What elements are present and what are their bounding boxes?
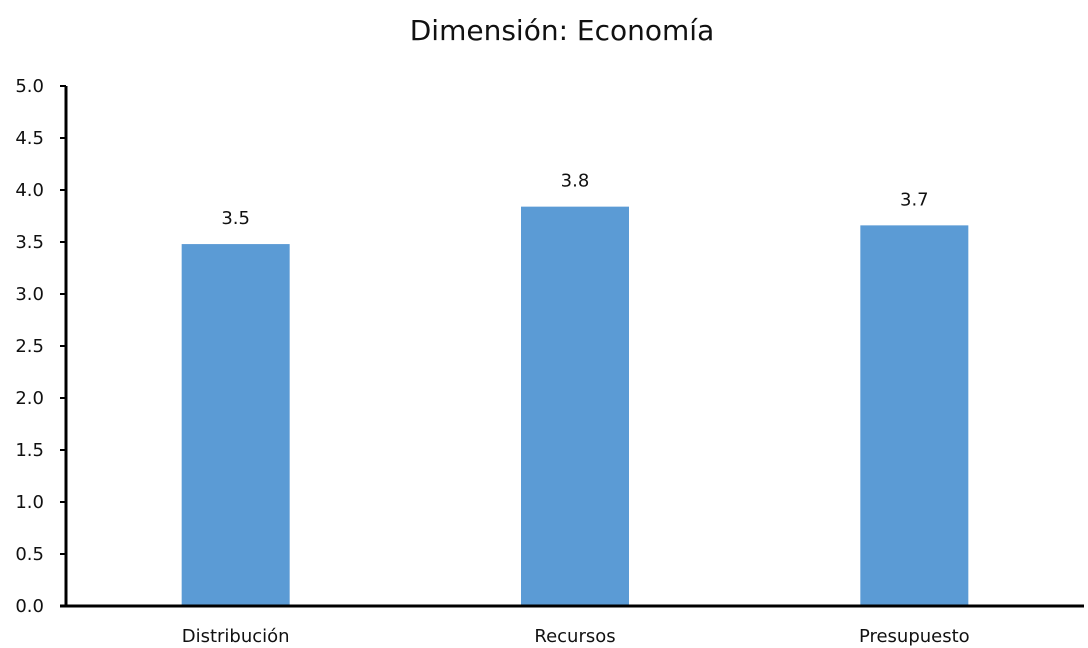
x-category-label: Distribución — [182, 626, 290, 647]
bar-1 — [181, 244, 290, 606]
x-category-label: Recursos — [534, 626, 615, 647]
y-tick-label: 0.5 — [15, 544, 44, 565]
y-tick-label: 5.0 — [15, 76, 44, 97]
y-tick-label: 3.0 — [15, 284, 44, 305]
y-tick-label: 2.5 — [15, 336, 44, 357]
x-category-label: Presupuesto — [859, 626, 970, 647]
y-tick-label: 4.0 — [15, 180, 44, 201]
data-label: 3.8 — [561, 171, 590, 192]
bar-3 — [860, 225, 969, 607]
y-tick-label: 0.0 — [15, 596, 44, 617]
data-label: 3.5 — [221, 208, 250, 229]
y-axis: 0.0 0.5 1.0 1.5 2.0 2.5 3.0 3.5 4.0 4.5 5.0 — [15, 76, 68, 617]
bars — [181, 206, 969, 607]
y-tick-label: 1.0 — [15, 492, 44, 513]
data-labels: 3.5 3.8 3.7 — [221, 171, 928, 229]
x-axis: Distribución Recursos Presupuesto — [60, 604, 1084, 647]
y-tick-label: 4.5 — [15, 128, 44, 149]
chart-title: Dimensión: Economía — [410, 14, 714, 47]
y-tick-label: 1.5 — [15, 440, 44, 461]
data-label: 3.7 — [900, 189, 929, 210]
bar-2 — [521, 206, 629, 606]
y-tick-label: 3.5 — [15, 232, 44, 253]
y-tick-label: 2.0 — [15, 388, 44, 409]
